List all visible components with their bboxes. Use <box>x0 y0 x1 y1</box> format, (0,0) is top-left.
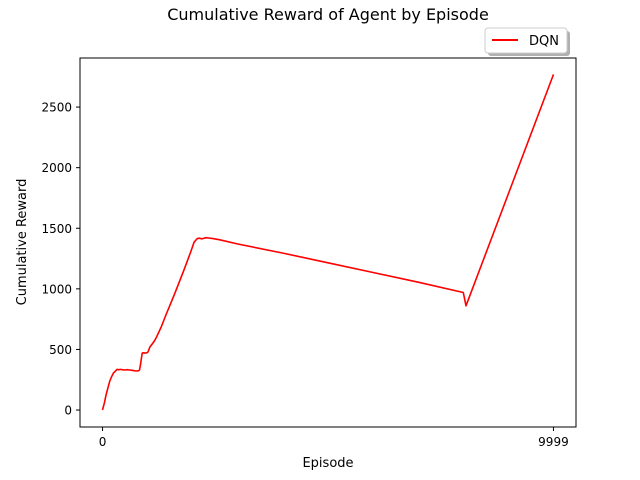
chart-title: Cumulative Reward of Agent by Episode <box>167 5 489 24</box>
y-tick-label: 1500 <box>41 222 72 236</box>
plot-area <box>80 58 576 427</box>
x-tick-label: 0 <box>99 435 107 449</box>
plot-frame <box>79 57 577 428</box>
y-tick-label: 2000 <box>41 161 72 175</box>
y-axis: 0 500 1000 1500 2000 2500 <box>41 101 80 418</box>
x-tick-label: 9999 <box>538 435 569 449</box>
y-tick-label: 2500 <box>41 101 72 115</box>
y-tick-label: 500 <box>49 343 72 357</box>
series-line-dqn <box>101 74 555 411</box>
y-tick-label: 1000 <box>41 282 72 296</box>
x-axis-label: Episode <box>302 456 353 471</box>
x-axis: 0 9999 <box>99 427 569 449</box>
y-axis-label: Cumulative Reward <box>15 179 30 306</box>
legend: DQN <box>484 27 570 56</box>
y-tick-label: 0 <box>64 404 72 418</box>
plot-lines <box>101 74 555 411</box>
legend-label-dqn: DQN <box>529 34 559 49</box>
legend-box <box>484 27 568 54</box>
